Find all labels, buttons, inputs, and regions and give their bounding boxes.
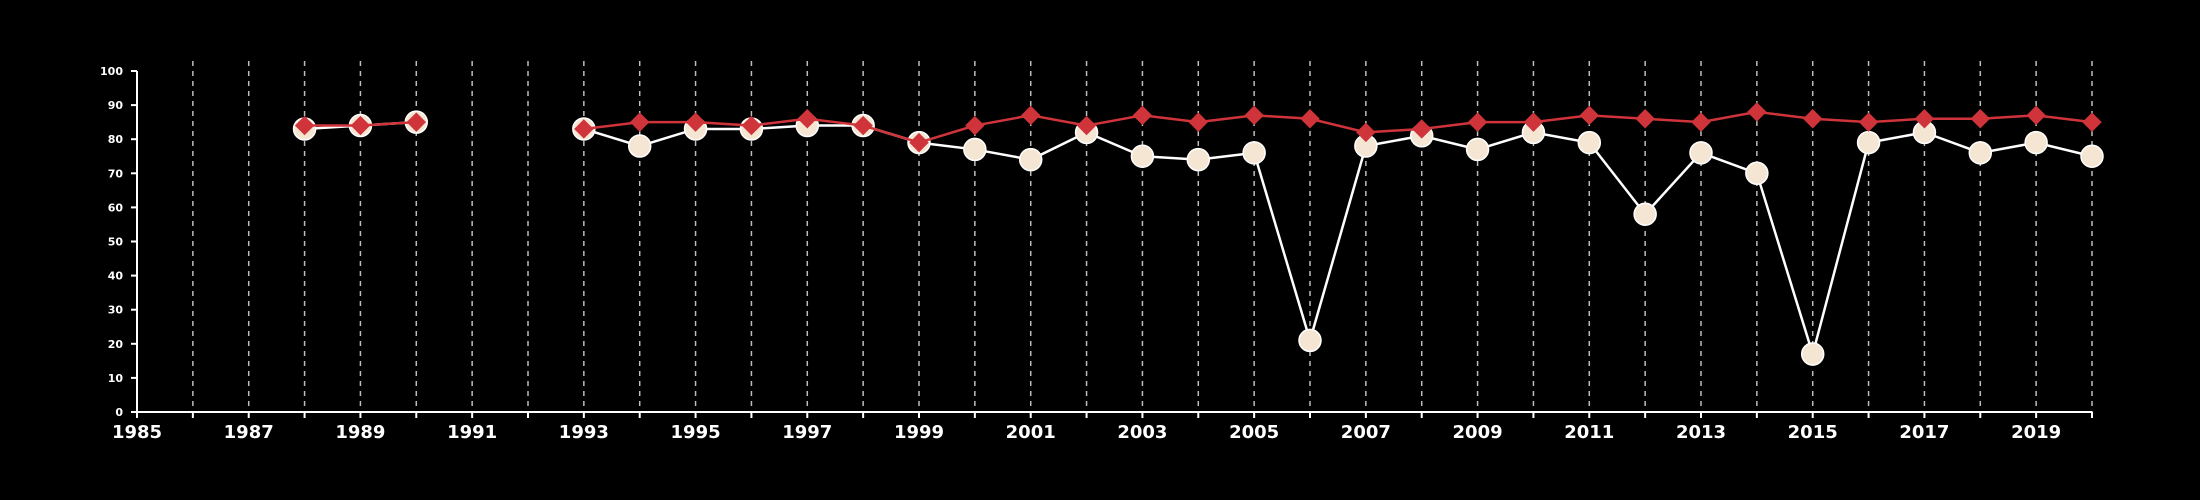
x-tick-label: 1997 <box>782 422 832 443</box>
y-tick-label: 60 <box>108 201 124 214</box>
data-point-diamond <box>574 119 594 139</box>
x-tick-label: 1995 <box>671 422 721 443</box>
data-point-circle <box>1465 137 1490 162</box>
data-series <box>292 102 2104 366</box>
data-point-circle <box>2024 130 2048 155</box>
x-tick-label: 1991 <box>447 422 497 443</box>
data-point-diamond <box>630 112 650 132</box>
y-tick-label: 10 <box>108 372 124 385</box>
data-point-diamond <box>1412 119 1432 139</box>
data-point-diamond <box>1691 112 1711 132</box>
x-tick-label: 1993 <box>559 422 609 443</box>
data-point-diamond <box>1300 109 1320 129</box>
data-point-diamond <box>1579 105 1599 126</box>
x-tick-label: 1989 <box>335 422 385 443</box>
x-tick-label: 2011 <box>1564 422 1614 443</box>
x-tick-label: 2015 <box>1788 422 1838 443</box>
data-point-circle <box>1633 202 1657 226</box>
y-tick-label: 90 <box>108 99 124 112</box>
data-point-diamond <box>1132 105 1153 126</box>
x-tick-label: 2019 <box>2011 422 2061 443</box>
data-point-diamond <box>1076 115 1097 136</box>
y-tick-label: 0 <box>115 406 123 419</box>
y-tick-label: 70 <box>108 167 124 180</box>
y-tick-label: 20 <box>108 338 124 351</box>
data-point-circle <box>1856 130 1881 155</box>
data-point-circle <box>1577 130 1602 155</box>
x-tick-label: 2005 <box>1229 422 1279 443</box>
data-point-diamond <box>909 132 929 153</box>
data-point-diamond <box>1858 112 1879 132</box>
data-point-diamond <box>1747 102 1767 122</box>
axes: 1985 1987 1989 1991 1993 1995 1997 1999 2001 2003… <box>100 65 2093 443</box>
y-tick-label: 50 <box>108 236 124 249</box>
data-point-diamond <box>1970 109 1990 129</box>
data-point-circle <box>1689 141 1713 165</box>
series-1-line <box>583 124 2093 359</box>
x-tick-label: 2007 <box>1341 422 1391 443</box>
data-point-circle <box>1242 141 1266 165</box>
data-point-diamond <box>406 112 426 132</box>
data-point-diamond <box>1803 109 1823 129</box>
data-point-diamond <box>1635 109 1655 129</box>
data-point-diamond <box>1523 112 1544 132</box>
y-tick-label: 100 <box>100 65 123 78</box>
data-point-circle <box>1130 144 1155 168</box>
series-1 <box>292 110 2104 366</box>
data-point-diamond <box>685 112 706 132</box>
x-tick-label: 2017 <box>1899 422 1949 443</box>
data-point-diamond <box>2082 112 2102 132</box>
y-tick-label: 40 <box>108 270 124 283</box>
data-point-circle <box>1018 147 1043 172</box>
data-point-diamond <box>741 115 762 136</box>
data-point-circle <box>1968 141 1993 165</box>
data-point-circle <box>1800 342 1825 366</box>
data-point-diamond <box>1467 112 1488 132</box>
series-2 <box>294 102 2102 153</box>
data-point-circle <box>1186 147 1211 172</box>
data-point-circle <box>1298 328 1322 353</box>
x-tick-label: 1985 <box>112 422 162 443</box>
x-tick-label: 2013 <box>1676 422 1726 443</box>
data-point-diamond <box>853 115 873 136</box>
data-point-diamond <box>1188 112 1208 132</box>
data-point-circle <box>963 137 987 162</box>
data-point-diamond <box>1244 105 1264 126</box>
data-point-circle <box>1745 161 1769 186</box>
data-point-diamond <box>2026 105 2046 126</box>
data-point-diamond <box>965 115 985 136</box>
x-tick-label: 1999 <box>894 422 944 443</box>
data-point-diamond <box>294 115 315 136</box>
series-2-line <box>583 110 2093 144</box>
x-tick-label: 1987 <box>224 422 274 443</box>
x-tick-label: 2009 <box>1453 422 1503 443</box>
data-point-diamond <box>1356 122 1376 143</box>
x-tick-label: 2001 <box>1006 422 1056 443</box>
data-point-diamond <box>1914 109 1935 129</box>
data-point-diamond <box>350 115 371 136</box>
x-tick-label: 2003 <box>1117 422 1167 443</box>
data-point-circle <box>627 134 652 158</box>
data-point-diamond <box>1021 105 1041 126</box>
data-point-diamond <box>797 109 817 129</box>
data-point-circle <box>2080 144 2104 168</box>
y-tick-label: 80 <box>108 133 124 146</box>
y-tick-label: 30 <box>108 304 124 317</box>
